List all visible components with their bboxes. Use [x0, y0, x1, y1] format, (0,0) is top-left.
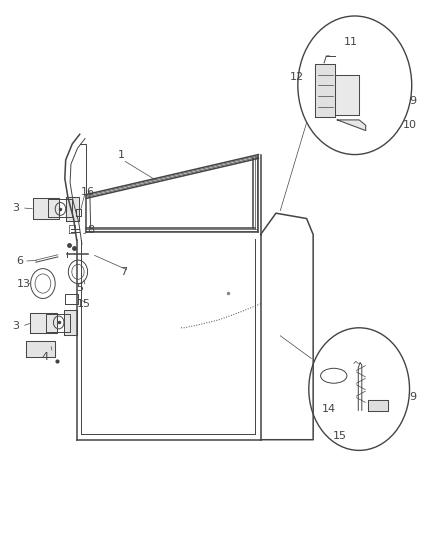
Text: 15: 15 — [77, 299, 91, 309]
Text: 8: 8 — [88, 225, 95, 235]
Text: 1: 1 — [118, 150, 125, 160]
Text: 3: 3 — [12, 203, 19, 213]
Text: 14: 14 — [322, 405, 336, 414]
Text: 6: 6 — [17, 256, 24, 266]
Text: 16: 16 — [81, 187, 95, 197]
Text: 5: 5 — [77, 283, 84, 293]
Polygon shape — [315, 64, 335, 117]
Text: 11: 11 — [343, 37, 357, 47]
Polygon shape — [335, 75, 359, 115]
Polygon shape — [33, 198, 59, 219]
Text: 10: 10 — [403, 120, 417, 130]
Polygon shape — [30, 313, 57, 333]
Polygon shape — [368, 400, 388, 411]
Text: 12: 12 — [290, 72, 304, 82]
Polygon shape — [66, 197, 79, 221]
Text: 7: 7 — [120, 267, 127, 277]
Polygon shape — [337, 120, 366, 131]
Text: 9: 9 — [410, 392, 417, 402]
Text: 9: 9 — [410, 96, 417, 106]
Text: 13: 13 — [17, 279, 31, 288]
Text: 15: 15 — [333, 431, 347, 441]
Text: 3: 3 — [12, 321, 19, 331]
Text: 4: 4 — [42, 352, 49, 362]
Polygon shape — [64, 310, 77, 335]
Polygon shape — [26, 341, 55, 357]
